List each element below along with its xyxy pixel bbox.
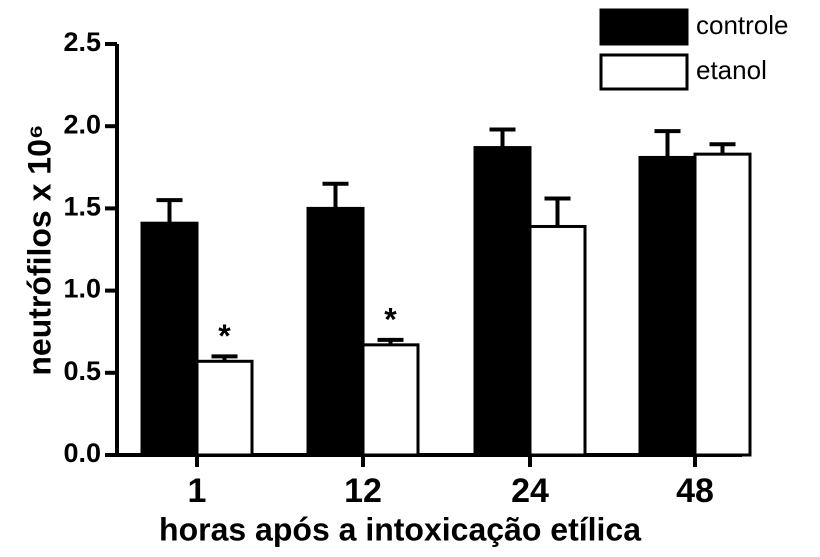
y-tick-label: 1.0 (63, 274, 101, 304)
bar (306, 206, 365, 457)
legend-label: controle (696, 10, 789, 40)
y-tick-label: 2.5 (63, 27, 101, 57)
x-axis-label: horas após a intoxicação etílica (159, 511, 641, 547)
annotation: * (218, 318, 231, 354)
bar (693, 152, 752, 457)
x-tick-label: 48 (676, 472, 714, 510)
x-tick-label: 1 (188, 472, 207, 510)
legend-swatch (599, 8, 689, 46)
bar (195, 359, 254, 457)
bar (140, 221, 199, 457)
y-tick-label: 0.0 (63, 438, 101, 468)
bar (528, 224, 587, 457)
legend-swatch (599, 53, 689, 91)
legend-label: etanol (696, 55, 767, 85)
y-tick-label: 1.5 (63, 192, 101, 222)
bar (361, 343, 420, 457)
x-tick-label: 12 (344, 472, 382, 510)
y-tick-label: 2.0 (63, 109, 101, 139)
y-axis-label: neutrófilos x 10⁶ (21, 124, 57, 375)
x-tick-label: 24 (511, 472, 549, 510)
bar (473, 146, 532, 457)
y-tick-label: 0.5 (63, 356, 101, 386)
bar (638, 155, 697, 457)
annotation: * (384, 301, 397, 337)
